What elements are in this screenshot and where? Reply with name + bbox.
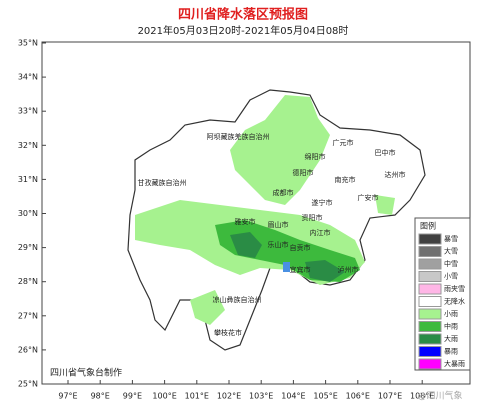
lat-label: 30°N [18, 209, 38, 218]
legend-label: 大雪 [444, 247, 458, 256]
legend-swatch [418, 233, 442, 245]
legend-swatch [418, 258, 442, 270]
legend-title: 图例 [420, 221, 436, 231]
lon-label: 105°E [313, 392, 337, 401]
lat-label: 31°N [18, 175, 38, 184]
lat-label: 27°N [18, 311, 38, 320]
place-label: 德阳市 [293, 168, 314, 177]
legend-label: 中雪 [444, 259, 458, 268]
lat-label: 25°N [18, 380, 38, 389]
place-label: 资阳市 [302, 213, 323, 222]
place-label: 达州市 [385, 170, 406, 179]
legend-label: 无降水 [444, 297, 465, 306]
legend-swatch [418, 346, 442, 357]
lat-label: 26°N [18, 345, 38, 354]
place-label: 眉山市 [268, 220, 289, 229]
legend-label: 小雨 [444, 309, 458, 318]
place-label: 泸州市 [338, 265, 359, 274]
place-label: 绵阳市 [305, 152, 326, 161]
place-label: 内江市 [310, 228, 331, 237]
lat-label: 29°N [18, 243, 38, 252]
place-label: 成都市 [273, 188, 294, 197]
place-label: 自贡市 [290, 243, 311, 252]
lon-label: 102°E [217, 392, 241, 401]
place-label: 南充市 [335, 175, 356, 184]
place-label: 广元市 [333, 138, 354, 147]
rain-area [230, 232, 262, 258]
subtitle: 2021年05月03日20时-2021年05月04日08时 [138, 24, 349, 37]
place-label: 巴中市 [375, 148, 396, 157]
place-label: 凉山彝族自治州 [213, 295, 262, 304]
rain-area [305, 260, 345, 282]
lon-label: 101°E [185, 392, 209, 401]
rain-area [283, 262, 290, 272]
place-label: 宜宾市 [290, 265, 311, 274]
legend-swatch [418, 358, 442, 370]
lat-label: 28°N [18, 277, 38, 286]
legend-label: 雨夹雪 [444, 284, 465, 293]
legend-label: 中雨 [444, 322, 458, 331]
lat-label: 32°N [18, 141, 38, 150]
lat-label: 35°N [18, 39, 38, 48]
lon-label: 97°E [58, 392, 77, 401]
legend-swatch [418, 333, 442, 345]
lat-labels: 35°N 34°N 33°N 32°N 31°N 30°N 29°N 28°N 27°N 26°N… [18, 39, 46, 389]
lon-labels: 97°E 98°E 99°E 100°E 101°E 102°E 103°E 104°E 105… [58, 380, 434, 401]
title: 四川省降水落区预报图 [178, 7, 308, 23]
legend-label: 大雨 [444, 334, 458, 343]
legend-swatch [418, 283, 442, 295]
rain-area [230, 95, 330, 205]
watermark: @四川气象 [417, 390, 462, 402]
lon-label: 104°E [281, 392, 305, 401]
lon-label: 107°E [378, 392, 402, 401]
place-label: 雅安市 [235, 217, 256, 226]
place-label: 遂宁市 [312, 198, 333, 207]
lon-label: 99°E [123, 392, 142, 401]
lon-label: 100°E [152, 392, 176, 401]
lon-label: 98°E [91, 392, 110, 401]
legend-swatch [418, 271, 442, 282]
rain-area [375, 195, 395, 215]
legend-label: 小雪 [444, 272, 458, 281]
lon-label: 108°E [410, 392, 434, 401]
place-label: 甘孜藏族自治州 [138, 178, 187, 187]
place-label: 广安市 [358, 193, 379, 202]
lat-label: 33°N [18, 107, 38, 116]
legend-label: 大暴雨 [444, 359, 465, 368]
lat-label: 34°N [18, 73, 38, 82]
legend-swatch [418, 308, 442, 320]
legend-label: 暴雪 [444, 235, 458, 243]
place-label: 乐山市 [268, 240, 289, 249]
legend-swatch [418, 246, 442, 257]
rain-area [190, 290, 225, 325]
place-label: 阿坝藏族羌族自治州 [207, 132, 270, 141]
legend-label: 暴雨 [444, 348, 458, 356]
lon-label: 106°E [346, 392, 370, 401]
footer: 四川省气象台制作 [50, 367, 122, 379]
lon-label: 103°E [249, 392, 273, 401]
place-label: 攀枝花市 [214, 328, 242, 337]
legend-swatch [418, 296, 442, 307]
legend-swatch [418, 321, 442, 332]
